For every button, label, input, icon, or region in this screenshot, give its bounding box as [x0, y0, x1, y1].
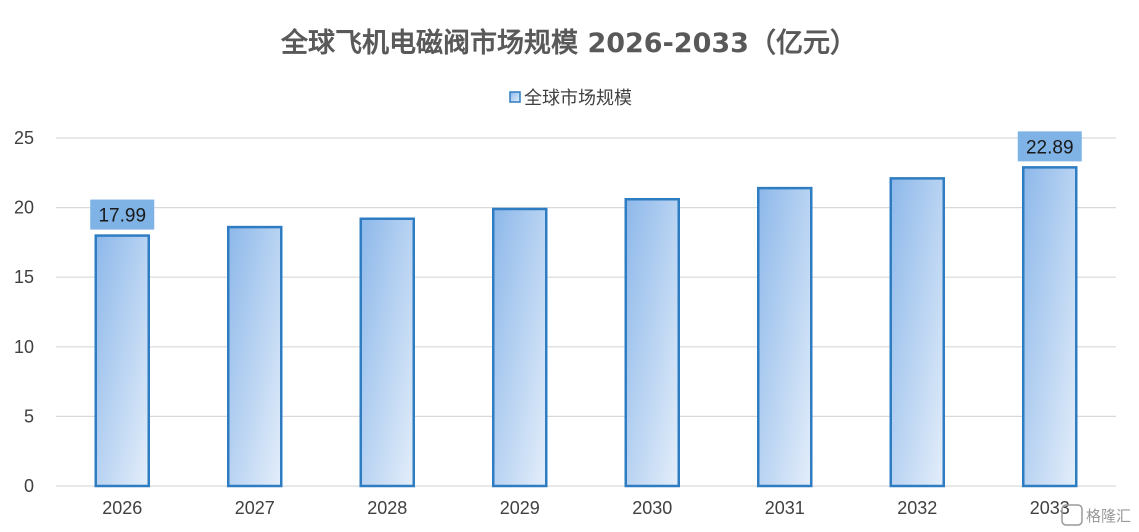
y-tick-label: 10	[14, 337, 34, 357]
x-tick-label: 2029	[500, 498, 540, 518]
bar	[757, 186, 813, 488]
gelonghui-logo-icon	[1061, 504, 1083, 526]
data-label: 22.89	[1026, 137, 1074, 158]
x-tick-label: 2030	[632, 498, 672, 518]
legend: 全球市场规模	[509, 88, 632, 109]
bar	[889, 177, 945, 488]
x-axis-ticks: 2026 2027 2028 2029 2030 2031 2032 2033	[102, 498, 1070, 518]
legend-swatch	[509, 91, 521, 103]
x-tick-label: 2033	[1030, 498, 1070, 518]
y-tick-label: 5	[24, 406, 34, 426]
data-label: 17.99	[98, 206, 146, 227]
bar	[94, 234, 150, 488]
watermark: 格隆汇	[1061, 504, 1131, 526]
y-tick-label: 15	[14, 267, 34, 287]
y-tick-label: 20	[14, 198, 34, 218]
data-labels: 17.99 22.89	[90, 131, 1082, 230]
x-tick-label: 2028	[367, 498, 407, 518]
x-tick-label: 2032	[897, 498, 937, 518]
legend-label: 全球市场规模	[524, 88, 632, 109]
bar	[624, 197, 680, 488]
bar	[359, 217, 415, 488]
data-label-box	[90, 199, 155, 230]
data-label-box	[1017, 131, 1082, 162]
bars	[94, 166, 1078, 488]
x-tick-label: 2026	[102, 498, 142, 518]
y-tick-label: 0	[24, 476, 34, 496]
bar	[492, 207, 548, 488]
y-axis-ticks: 0 5 10 15 20 25	[14, 128, 34, 496]
watermark-text: 格隆汇	[1086, 507, 1131, 525]
bar	[1022, 166, 1078, 488]
y-tick-label: 25	[14, 128, 34, 148]
x-tick-label: 2027	[235, 498, 275, 518]
bar	[227, 225, 283, 488]
gridlines	[56, 137, 1116, 487]
x-tick-label: 2031	[765, 498, 805, 518]
chart-title: 全球飞机电磁阀市场规模 2026-2033（亿元）	[280, 27, 857, 59]
